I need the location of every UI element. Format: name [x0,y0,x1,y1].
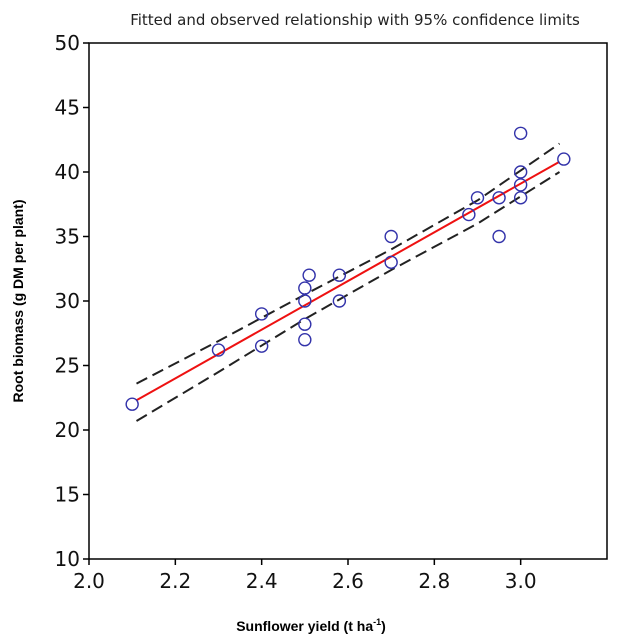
data-point [513,191,528,205]
lower-confidence-line [135,171,561,422]
data-point [298,281,312,295]
upper-confidence-line [136,142,561,385]
data-point [332,294,347,308]
y-tick-label: 35 [55,225,80,249]
data-point [492,229,506,244]
series-layer [135,142,561,422]
plot-frame [88,42,608,560]
data-point [513,165,528,179]
x-axis: 2.0 2.2 2.4 2.6 2.8 3.0 [73,559,537,593]
x-tick-label: 3.0 [505,569,537,593]
data-point [298,294,312,308]
x-tick-label: 2.2 [159,569,191,593]
y-tick-label: 45 [55,96,80,120]
y-tick-label: 25 [55,354,80,378]
y-tick-label: 30 [55,289,80,313]
data-point [513,178,528,192]
y-axis: 10 15 20 25 30 35 40 45 50 [55,31,89,571]
data-point [302,268,316,282]
data-point [211,343,226,357]
x-axis-label: Sunflower yield (t ha-1) [236,617,386,634]
data-point [332,268,347,282]
fitted-line [136,160,560,402]
x-tick-label: 2.6 [332,569,364,593]
data-point [298,317,312,331]
y-tick-label: 50 [55,31,80,55]
x-axis-label-main: Sunflower yield (t ha [236,618,373,634]
y-tick-label: 10 [55,547,80,571]
data-point [254,307,269,321]
x-axis-label-sup: -1 [373,617,381,627]
chart-title: Fitted and observed relationship with 95… [130,11,580,29]
data-point [513,126,528,141]
x-axis-label-close: ) [381,618,386,634]
y-tick-label: 40 [55,160,80,184]
data-point [462,207,476,222]
data-point [125,397,139,411]
data-point [557,152,571,166]
data-points [125,126,571,411]
data-point [492,191,506,205]
data-point [254,339,269,353]
data-point [470,191,485,205]
data-point [384,229,398,244]
x-tick-label: 2.0 [73,569,105,593]
y-tick-label: 20 [55,418,80,442]
y-axis-label: Root biomass (g DM per plant) [10,200,26,403]
y-tick-label: 15 [55,483,80,507]
x-tick-label: 2.8 [418,569,450,593]
data-point [384,255,398,269]
data-point [298,333,312,347]
x-tick-label: 2.4 [246,569,278,593]
